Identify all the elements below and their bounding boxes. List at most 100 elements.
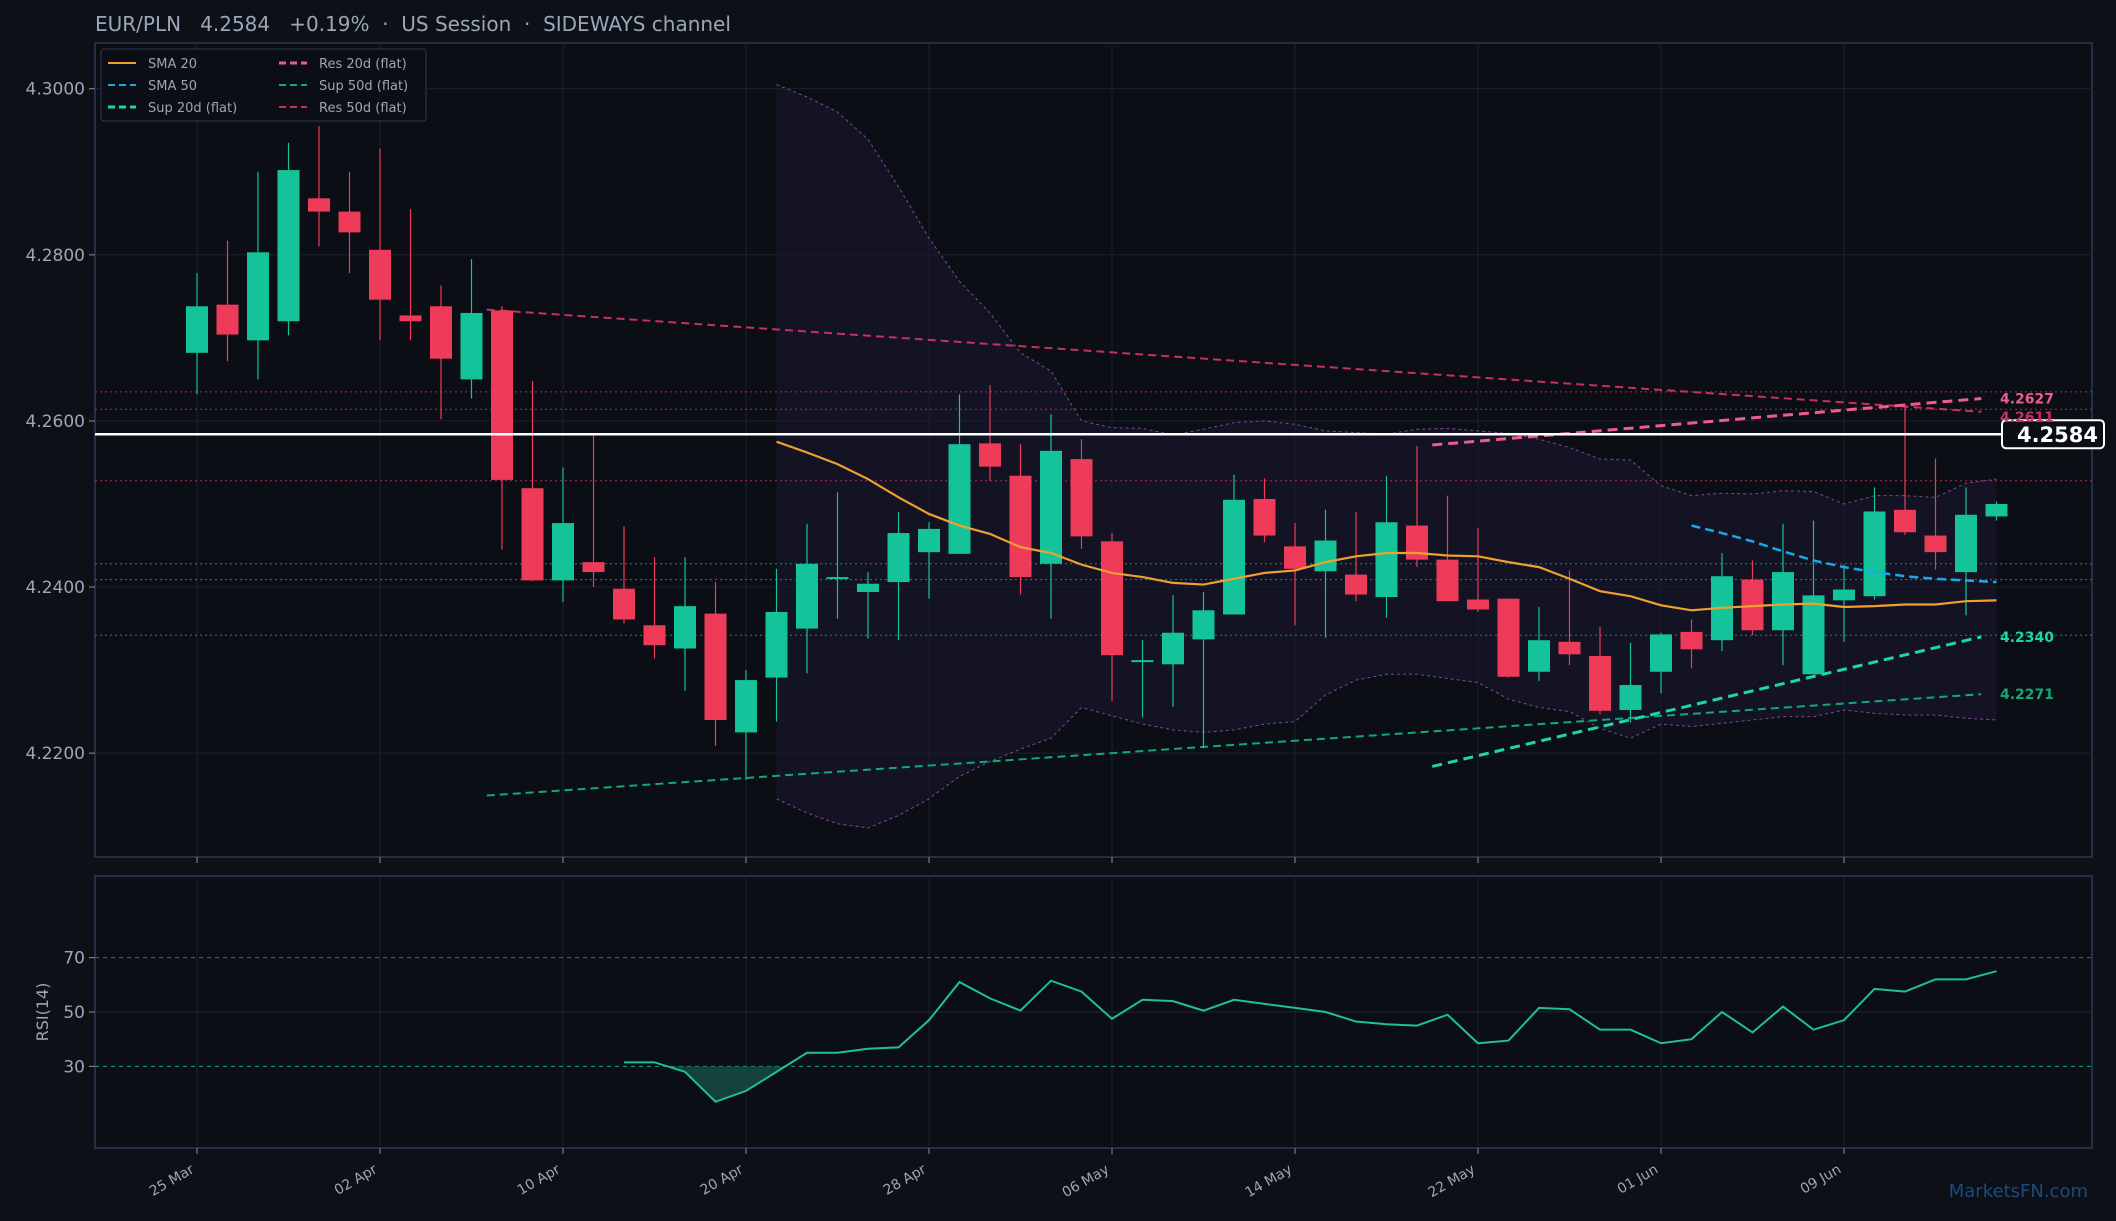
x-tick-label: 01 Jun [1615,1162,1661,1198]
legend-box [100,48,427,122]
price-y-tick-label: 4.2400 [26,578,85,598]
candle-body [186,306,208,353]
res-50d-label: 4.2611 [2000,410,2054,426]
candle-body [1436,559,1459,602]
candle-body [1040,450,1062,564]
legend-label: SMA 20 [148,57,197,72]
res-50d-line [486,308,1982,413]
x-tick-label: 20 Apr [698,1161,746,1198]
x-tick-label: 25 Mar [147,1161,197,1199]
candle-body [857,583,879,593]
legend-label: Sup 20d (flat) [148,101,237,116]
candle-body [1772,572,1794,631]
x-tick-label: 09 Jun [1798,1162,1844,1198]
candle-body [1406,525,1428,560]
candle-body [674,606,696,649]
candle-body [460,312,483,380]
candle-body [1070,459,1093,537]
last-price-label: 4.2584 [2017,423,2098,447]
channel-lower-line [776,673,1997,829]
rsi-y-tick-label: 70 [63,949,85,969]
x-tick-label: 02 Apr [332,1161,380,1198]
candle-body [1314,540,1337,572]
sup-20d-label: 4.2340 [2000,630,2054,646]
candle-body [1162,632,1184,665]
candle-body [1345,574,1367,595]
candle-body [1497,598,1520,677]
candle-body [521,488,544,581]
candle-body [1223,499,1245,615]
x-tick-label: 10 Apr [515,1161,563,1198]
candle-body [1863,511,1886,597]
candle-body [1101,541,1123,656]
candle-body [1009,475,1032,578]
sup-20d-line [1431,635,1982,768]
candle-body [643,625,666,646]
candle-body [735,680,757,733]
legend: SMA 20 SMA 50 Sup 20d (flat) Res 20d (flat)… [100,48,427,122]
candle-body [338,211,361,233]
candle-body [1924,535,1947,553]
candle-body [399,315,422,322]
candle-body [796,563,818,629]
candle-body [704,613,727,720]
candle-body [1619,685,1642,710]
candle-body [308,198,330,212]
watermark-text: MarketsFN.com [1949,1181,2088,1202]
candle-body [277,170,300,322]
candle-body [552,523,574,581]
x-tick-label: 22 May [1426,1162,1478,1201]
price-y-tick-label: 4.2600 [26,412,85,432]
candle-body [979,443,1001,467]
candle-body [613,588,635,620]
sma-50-line [1691,524,1997,584]
candle-body [216,304,239,335]
candle-body [1467,599,1489,610]
candle-body [918,528,940,553]
sma-20-line [776,440,1997,612]
candle-body [1650,634,1672,672]
legend-label: Res 50d (flat) [319,101,407,116]
legend-label: Res 20d (flat) [319,57,407,72]
rsi-axis-label: RSI(14) [33,983,52,1042]
candle-body [1894,509,1916,533]
candle-body [887,533,910,583]
candle-body [1192,610,1215,640]
candle-body [1253,499,1276,536]
candle-body [1375,522,1398,598]
candle-body [1833,589,1855,601]
price-y-tick-label: 4.3000 [26,80,85,100]
last-price-badge [2001,419,2105,450]
x-tick-label: 28 Apr [881,1161,929,1198]
candle-body [1284,546,1306,569]
candle-body [1955,514,1977,573]
candle-body [1558,641,1581,655]
res-20d-label: 4.2627 [2000,392,2054,408]
candle-body [369,249,391,300]
x-tick-label: 14 May [1243,1162,1295,1201]
price-y-tick-label: 4.2200 [26,744,85,764]
channel-upper-line [776,84,1997,505]
candle-body [1680,631,1703,650]
legend-label: Sup 50d (flat) [319,79,408,94]
sup-50d-line [486,693,1982,797]
rsi-line [624,970,1997,1103]
candle-body [491,310,513,480]
chart-title: EUR/PLN 4.2584 +0.19% · US Session · SID… [95,12,731,36]
candle-body [1589,655,1611,711]
price-y-tick-label: 4.2800 [26,246,85,266]
candle-body [1528,640,1550,672]
candle-body [582,562,605,573]
legend-label: SMA 50 [148,79,197,94]
candle-body [1802,595,1825,675]
res-20d-line [1432,397,1982,447]
rsi-oversold-fill [667,1066,786,1102]
rsi-y-tick-label: 30 [63,1057,85,1077]
sup-50d-label: 4.2271 [2000,687,2054,703]
rsi-y-tick-label: 50 [63,1003,85,1023]
candle-body [1741,579,1764,631]
candle-body [948,444,971,554]
candle-body [430,306,452,359]
candle-body [247,252,269,341]
